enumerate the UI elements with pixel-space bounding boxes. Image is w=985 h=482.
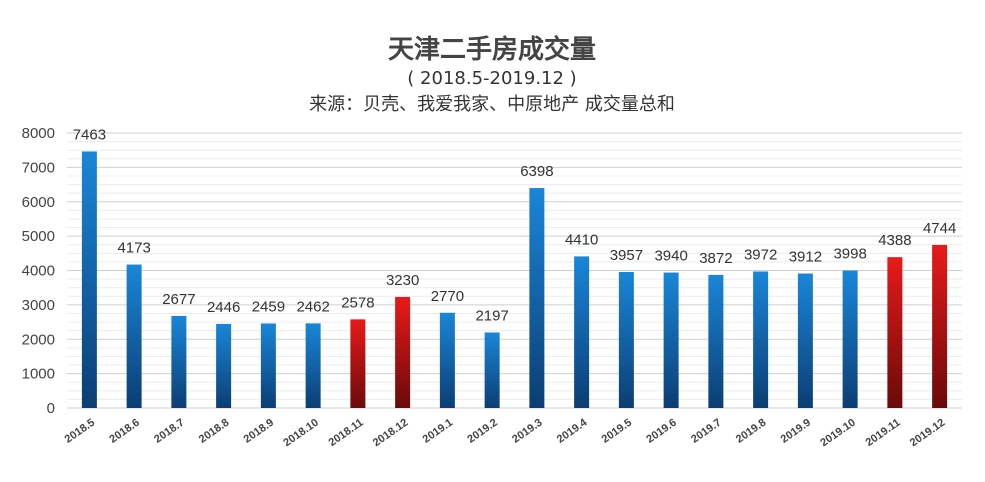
bar-2019.4	[574, 256, 590, 408]
x-tick-label: 2019.7	[689, 417, 723, 446]
y-tick-label: 2000	[22, 331, 55, 348]
bar-2019.8	[753, 271, 769, 408]
data-label-2019.8: 3972	[744, 246, 777, 263]
chart-title: 天津二手房成交量	[388, 34, 596, 65]
bar-2018.9	[260, 323, 276, 408]
x-tick-label: 2018.11	[327, 417, 366, 449]
chart-subtitle: ( 2018.5-2019.12 )	[407, 68, 576, 89]
data-label-2018.7: 2677	[162, 291, 195, 308]
gridlines	[67, 132, 962, 409]
x-tick-label: 2019.6	[644, 417, 678, 446]
x-tick-label: 2018.12	[371, 417, 410, 450]
x-tick-label: 2018.9	[242, 417, 276, 446]
data-label-2019.3: 6398	[520, 163, 553, 180]
data-label-2018.8: 2446	[207, 299, 240, 316]
data-label-2018.6: 4173	[117, 240, 150, 257]
bar-2019.9	[797, 273, 813, 408]
data-label-2018.5: 7463	[73, 126, 106, 143]
data-label-2018.12: 3230	[386, 272, 419, 289]
data-label-2019.12: 4744	[923, 220, 956, 237]
data-label-2019.10: 3998	[833, 246, 866, 263]
x-tick-label: 2018.10	[281, 417, 320, 450]
x-tick-label: 2019.5	[600, 417, 634, 446]
x-tick-label: 2019.9	[779, 417, 813, 446]
data-label-2018.9: 2459	[252, 298, 285, 315]
x-axis-ticks: 2018.5 2018.6 2018.7 2018.8 2018.9 2018.10 201…	[63, 416, 948, 449]
x-tick-label: 2019.3	[510, 417, 544, 446]
bar-2018.7	[171, 315, 187, 408]
x-tick-label: 2019.1	[421, 417, 455, 446]
bar-2019.7	[708, 274, 724, 408]
data-label-2019.11: 4388	[878, 232, 911, 249]
bar-2018.8	[216, 323, 232, 408]
y-tick-label: 1000	[22, 366, 55, 383]
x-tick-label: 2018.8	[197, 417, 231, 446]
data-label-2018.11: 2578	[341, 294, 374, 311]
bar-2018.5	[81, 151, 97, 408]
data-label-2019.2: 2197	[475, 307, 508, 324]
y-tick-label: 8000	[22, 125, 55, 142]
x-tick-label: 2019.12	[908, 417, 947, 450]
bars	[81, 151, 948, 408]
data-labels: 7463 4173 2677 2446 2459 2462 2578 3230 2770 2197…	[73, 126, 957, 324]
y-tick-label: 0	[47, 400, 55, 417]
data-label-2018.10: 2462	[296, 298, 329, 315]
y-tick-label: 3000	[22, 297, 55, 314]
y-tick-label: 6000	[22, 194, 55, 211]
x-tick-label: 2018.7	[152, 417, 186, 446]
bar-2019.11	[887, 257, 903, 408]
x-tick-label: 2019.2	[465, 417, 499, 446]
bar-2019.10	[842, 270, 858, 408]
y-tick-label: 5000	[22, 228, 55, 245]
y-tick-label: 4000	[22, 263, 55, 280]
bar-2019.2	[484, 332, 500, 408]
bar-2018.10	[305, 323, 321, 408]
data-label-2019.9: 3912	[789, 249, 822, 266]
x-tick-label: 2019.10	[818, 417, 857, 450]
bar-2019.12	[932, 244, 948, 408]
data-label-2019.6: 3940	[654, 248, 687, 265]
bar-2018.12	[395, 296, 411, 408]
bar-2018.6	[126, 264, 142, 408]
y-tick-label: 7000	[22, 159, 55, 176]
data-label-2019.4: 4410	[565, 231, 598, 248]
data-label-2019.7: 3872	[699, 250, 732, 267]
data-label-2019.1: 2770	[431, 288, 464, 305]
x-tick-label: 2019.11	[864, 417, 903, 449]
y-axis-ticks: 0 1000 2000 3000 4000 5000 6000 7000 8000	[22, 125, 55, 417]
bar-2019.5	[618, 271, 634, 408]
bar-2018.11	[350, 319, 366, 408]
bar-2019.1	[439, 312, 455, 408]
bar-2019.6	[663, 272, 679, 408]
x-tick-label: 2019.4	[555, 416, 590, 446]
bar-2019.3	[529, 188, 545, 408]
x-tick-label: 2018.6	[107, 417, 141, 446]
chart-source-note: 来源：贝壳、我爱我家、中原地产 成交量总和	[309, 94, 675, 115]
data-label-2019.5: 3957	[610, 247, 643, 264]
x-tick-label: 2019.8	[734, 417, 768, 446]
x-tick-label: 2018.5	[63, 417, 97, 446]
